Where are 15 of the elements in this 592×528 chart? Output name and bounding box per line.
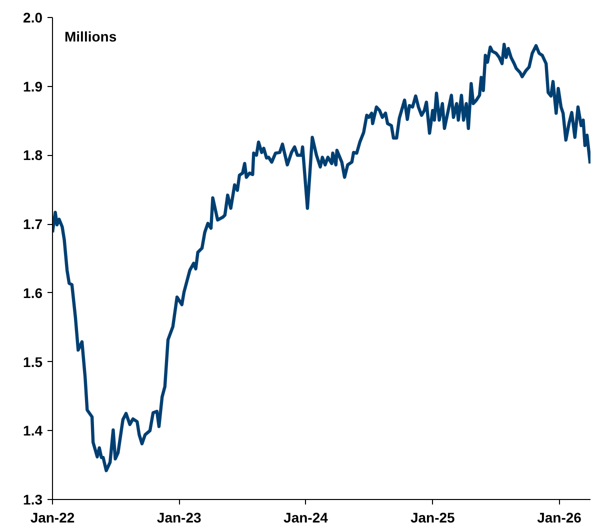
x-tick-label: Jan-26 bbox=[537, 510, 582, 526]
y-tick-label: 1.7 bbox=[23, 216, 43, 232]
line-series bbox=[52, 42, 590, 472]
y-tick-label: 1.3 bbox=[23, 492, 43, 508]
y-tick-label: 1.4 bbox=[23, 422, 43, 439]
y-tick-label: 1.6 bbox=[23, 284, 43, 301]
x-tick-label: Jan-23 bbox=[156, 510, 202, 526]
x-tick-label: Jan-25 bbox=[410, 510, 456, 526]
x-tick-label: Jan-22 bbox=[30, 510, 75, 526]
x-tick-label: Jan-24 bbox=[284, 510, 328, 526]
y-tick-label: 1.9 bbox=[23, 78, 43, 94]
y-tick-label: 1.5 bbox=[23, 354, 43, 370]
y-tick-label: 2.0 bbox=[23, 10, 43, 26]
annotation: Millions bbox=[64, 28, 117, 44]
y-tick-label: 1.8 bbox=[23, 147, 43, 164]
